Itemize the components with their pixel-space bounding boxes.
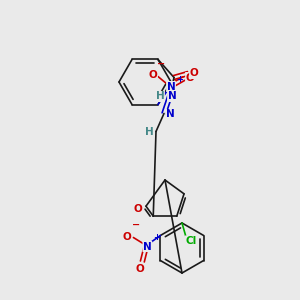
Text: O: O (136, 263, 145, 274)
Text: +: + (176, 74, 183, 83)
Text: N: N (168, 92, 176, 101)
Text: N: N (167, 82, 176, 92)
Text: −: − (132, 220, 140, 230)
Text: H: H (156, 92, 164, 101)
Text: O: O (123, 232, 132, 242)
Text: O: O (134, 204, 142, 214)
Text: O: O (190, 68, 198, 79)
Text: O: O (148, 70, 158, 80)
Text: +: + (153, 233, 160, 242)
Text: N: N (166, 110, 174, 119)
Text: Cl: Cl (185, 236, 197, 246)
Text: −: − (157, 58, 165, 68)
Text: O: O (186, 73, 194, 82)
Text: N: N (143, 242, 152, 251)
Text: H: H (145, 128, 153, 137)
